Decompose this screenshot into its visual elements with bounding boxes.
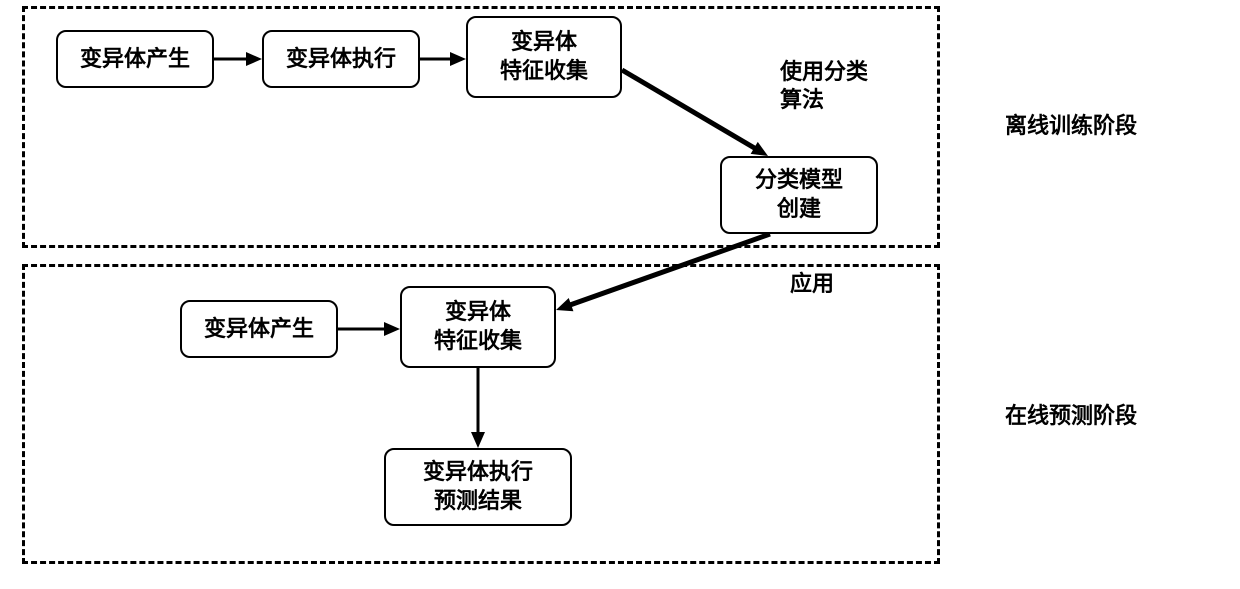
n-on-feat: 变异体 特征收集	[400, 286, 556, 368]
e4-label: 应用	[790, 270, 834, 298]
n-off-gen: 变异体产生	[56, 30, 214, 88]
n-on-result: 变异体执行 预测结果	[384, 448, 572, 526]
n-on-gen: 变异体产生	[180, 300, 338, 358]
n-off-model: 分类模型 创建	[720, 156, 878, 234]
phase-online-label: 在线预测阶段	[1005, 398, 1137, 430]
n-off-feat: 变异体 特征收集	[466, 16, 622, 98]
e3-label: 使用分类 算法	[780, 58, 868, 113]
n-off-exec: 变异体执行	[262, 30, 420, 88]
phase-offline-label: 离线训练阶段	[1005, 108, 1137, 140]
diagram-canvas: 离线训练阶段在线预测阶段变异体产生变异体执行变异体 特征收集分类模型 创建变异体…	[0, 0, 1240, 589]
